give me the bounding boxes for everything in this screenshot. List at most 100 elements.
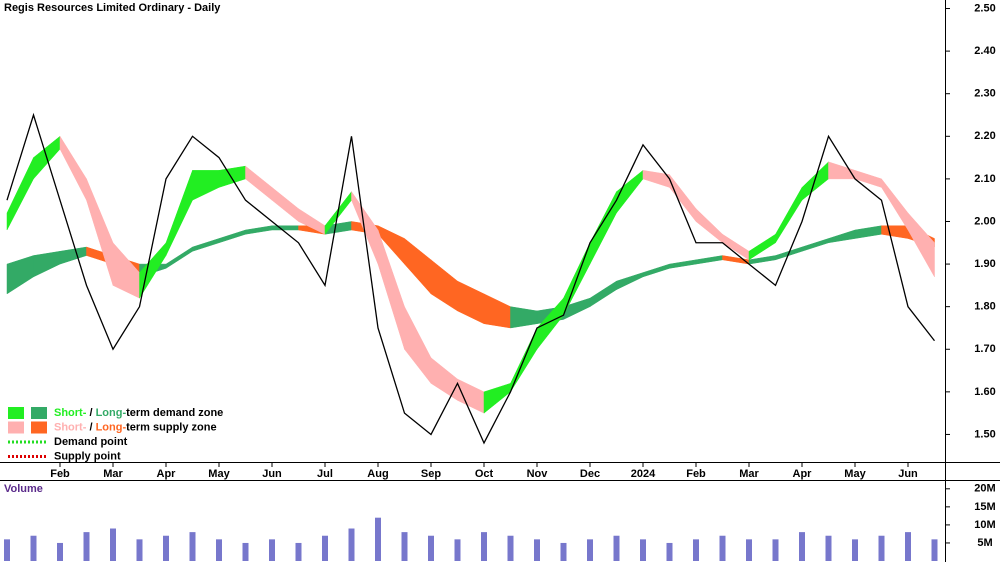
y-tick-label: 2.00 [974, 215, 995, 227]
supply-zone [404, 237, 432, 295]
legend-label: Short- / Long-term supply zone [54, 421, 217, 433]
demand-zone [165, 170, 193, 256]
demand-zone [828, 229, 856, 244]
volume-bar [163, 535, 169, 561]
volume-bar [4, 539, 10, 561]
supply-zone [881, 225, 909, 239]
chart-title: Regis Resources Limited Ordinary - Daily [4, 2, 221, 14]
volume-bar [852, 539, 858, 561]
supply-zone [854, 170, 882, 188]
x-tick-label: May [208, 468, 230, 480]
x-tick-label: Mar [103, 468, 123, 480]
supply-zone [430, 357, 458, 401]
supply-zone [669, 173, 697, 223]
x-tick-label: Sep [421, 468, 441, 480]
volume-bar [454, 539, 461, 561]
volume-bar [534, 539, 540, 561]
volume-bar [746, 539, 752, 561]
y-tick-label: 1.50 [974, 428, 995, 440]
legend-text: Long- [96, 407, 127, 419]
supply-zone [112, 242, 140, 299]
volume-bar [587, 539, 593, 561]
volume-bar [640, 539, 646, 561]
demand-zone [6, 157, 34, 231]
legend-swatch [8, 421, 24, 434]
legend-swatch [31, 421, 47, 434]
y-tick-label: 1.80 [974, 301, 995, 313]
demand-zone [589, 191, 617, 265]
volume-bar [560, 542, 567, 561]
x-tick-label: Feb [50, 468, 70, 480]
x-tick-label: Aug [367, 468, 388, 480]
demand-zone [801, 238, 829, 252]
price-line [6, 112, 936, 445]
volume-bar [825, 535, 832, 561]
supply-zone [828, 161, 856, 180]
volume-bar [269, 539, 275, 561]
demand-zone [218, 165, 246, 188]
legend-label: Demand point [54, 436, 128, 448]
volume-bar [481, 532, 487, 561]
volume-bar [428, 535, 434, 561]
demand-zone [165, 246, 193, 269]
supply-zone [245, 165, 273, 201]
y-tick-label: 15M [974, 501, 995, 513]
legend-swatch [31, 407, 47, 419]
supply-zone [59, 135, 87, 201]
demand-zone [245, 225, 273, 235]
supply-zone [430, 259, 458, 312]
demand-zone [33, 251, 61, 278]
volume-bar [772, 539, 779, 561]
supply-zone [907, 212, 935, 278]
volume-bar [83, 532, 90, 561]
volume-bar [30, 535, 37, 561]
volume-bar [110, 528, 116, 561]
legend-text: / [86, 407, 95, 419]
y-tick-label: 2.50 [974, 2, 995, 14]
volume-bar [693, 539, 699, 561]
volume-bar [613, 535, 620, 561]
legend-text: Long- [96, 421, 127, 433]
supply-zone [86, 178, 114, 286]
legend-label: Short- / Long-term demand zone [54, 407, 223, 419]
volume-bar [295, 542, 302, 561]
demand-zone [589, 280, 617, 308]
demand-zone [192, 238, 220, 252]
demand-zone [510, 306, 538, 329]
supply-zone [483, 293, 511, 329]
demand-zone [642, 263, 670, 278]
demand-zone [854, 225, 882, 239]
volume-bar [189, 532, 196, 561]
volume-bar [375, 517, 381, 561]
y-tick-label: 5M [977, 537, 992, 549]
demand-zone [775, 186, 803, 244]
volume-bar [136, 539, 143, 561]
x-tick-label: Apr [157, 468, 177, 480]
supply-zone [404, 306, 432, 385]
x-tick-label: Apr [793, 468, 813, 480]
x-tick-label: Dec [580, 468, 600, 480]
x-tick-label: Jul [317, 468, 333, 480]
supply-zone [881, 178, 909, 231]
volume-bar [57, 542, 63, 561]
volume-bar [242, 542, 249, 561]
supply-zone [695, 208, 723, 244]
demand-zone [669, 259, 697, 269]
demand-zone [695, 255, 723, 265]
demand-zone [536, 297, 564, 350]
x-tick-label: Mar [739, 468, 759, 480]
y-tick-label: 1.70 [974, 343, 995, 355]
x-tick-label: 2024 [631, 468, 656, 480]
volume-bar [507, 535, 514, 561]
volume-bar [216, 539, 222, 561]
volume-bar [322, 535, 328, 561]
legend-swatch [8, 407, 24, 419]
legend-text: Short- [54, 421, 87, 433]
x-tick-label: Feb [686, 468, 706, 480]
volume-bar [799, 532, 805, 561]
y-tick-label: 20M [974, 483, 995, 495]
supply-zone [271, 186, 299, 223]
legend-text: term demand zone [126, 407, 223, 419]
